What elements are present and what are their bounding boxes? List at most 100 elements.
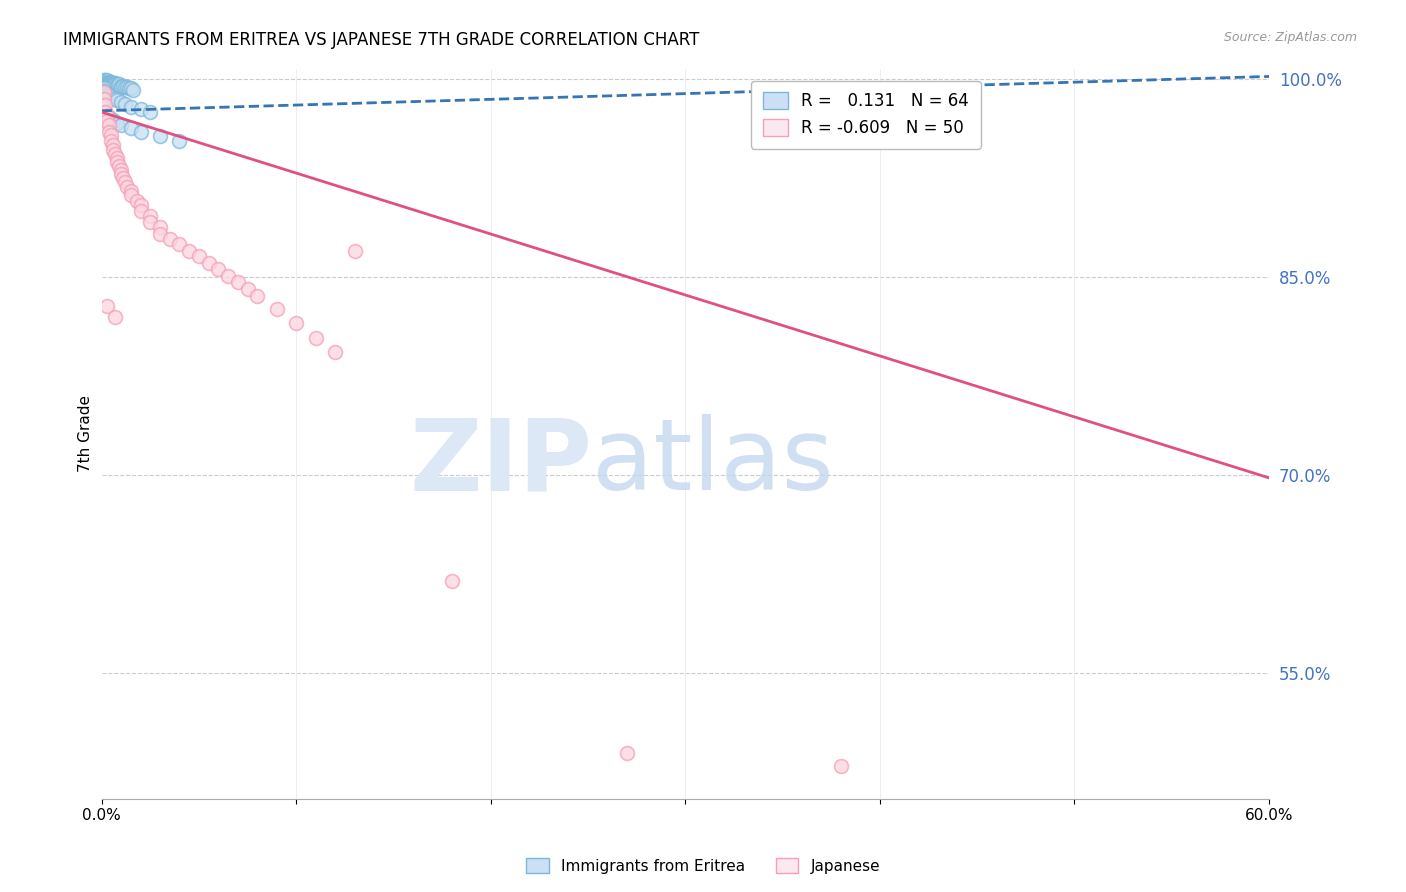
Point: [104, 147, 127, 161]
Point: [100, 78, 122, 92]
Point: [129, 204, 152, 219]
Point: [285, 317, 308, 331]
Point: [125, 194, 148, 208]
Point: [100, 75, 122, 89]
Point: [616, 746, 638, 760]
Point: [149, 128, 172, 143]
Point: [139, 215, 162, 229]
Point: [108, 159, 131, 173]
Point: [94, 85, 117, 99]
Point: [120, 188, 142, 202]
Point: [104, 78, 127, 92]
Point: [207, 262, 229, 277]
Point: [187, 249, 209, 263]
Point: [105, 93, 128, 107]
Point: [103, 90, 125, 104]
Point: [110, 78, 132, 93]
Point: [120, 184, 142, 198]
Text: IMMIGRANTS FROM ERITREA VS JAPANESE 7TH GRADE CORRELATION CHART: IMMIGRANTS FROM ERITREA VS JAPANESE 7TH …: [63, 31, 700, 49]
Point: [104, 92, 127, 106]
Text: Source: ZipAtlas.com: Source: ZipAtlas.com: [1223, 31, 1357, 45]
Point: [94, 78, 117, 93]
Point: [93, 78, 115, 92]
Point: [217, 268, 239, 283]
Point: [105, 155, 128, 169]
Point: [98, 118, 121, 132]
Point: [96, 73, 118, 87]
Point: [94, 105, 117, 120]
Point: [114, 175, 136, 189]
Point: [98, 75, 121, 89]
Point: [96, 114, 118, 128]
Point: [96, 76, 118, 90]
Point: [179, 244, 201, 258]
Point: [105, 151, 128, 165]
Point: [105, 78, 128, 93]
Point: [104, 76, 127, 90]
Point: [149, 227, 172, 241]
Point: [94, 98, 117, 112]
Point: [93, 85, 115, 99]
Point: [90, 75, 112, 89]
Point: [129, 197, 152, 211]
Point: [96, 108, 118, 122]
Point: [129, 103, 152, 117]
Point: [96, 78, 118, 93]
Text: ZIP: ZIP: [409, 415, 592, 511]
Point: [114, 80, 136, 95]
Point: [100, 78, 122, 93]
Point: [100, 76, 122, 90]
Point: [93, 92, 115, 106]
Point: [110, 95, 132, 109]
Point: [111, 78, 134, 93]
Point: [94, 73, 117, 87]
Point: [121, 83, 143, 97]
Point: [246, 288, 269, 302]
Point: [159, 232, 181, 246]
Point: [323, 345, 346, 359]
Text: atlas: atlas: [592, 415, 834, 511]
Point: [93, 76, 115, 90]
Point: [98, 78, 121, 92]
Point: [98, 87, 121, 102]
Point: [103, 78, 125, 93]
Point: [169, 237, 191, 252]
Point: [94, 105, 117, 120]
Point: [114, 97, 136, 112]
Legend: R =   0.131   N = 64, R = -0.609   N = 50: R = 0.131 N = 64, R = -0.609 N = 50: [751, 80, 980, 148]
Y-axis label: 7th Grade: 7th Grade: [79, 395, 93, 472]
Point: [110, 163, 132, 178]
Point: [103, 138, 125, 153]
Point: [197, 255, 219, 269]
Point: [96, 109, 118, 123]
Point: [440, 574, 463, 588]
Point: [100, 89, 122, 103]
Point: [120, 120, 142, 135]
Point: [103, 113, 125, 128]
Point: [236, 282, 259, 296]
Point: [98, 78, 121, 93]
Point: [169, 134, 191, 148]
Point: [120, 81, 142, 95]
Point: [103, 78, 125, 92]
Point: [94, 76, 117, 90]
Point: [115, 180, 138, 194]
Point: [103, 76, 125, 90]
Point: [98, 111, 121, 125]
Point: [96, 87, 118, 101]
Point: [93, 84, 115, 98]
Legend: Immigrants from Eritrea, Japanese: Immigrants from Eritrea, Japanese: [520, 852, 886, 880]
Point: [830, 758, 852, 772]
Point: [110, 118, 132, 132]
Point: [118, 81, 141, 95]
Point: [108, 78, 131, 92]
Point: [96, 75, 118, 89]
Point: [343, 244, 366, 258]
Point: [94, 78, 117, 92]
Point: [96, 78, 118, 92]
Point: [100, 128, 122, 142]
Point: [139, 105, 162, 120]
Point: [110, 80, 132, 95]
Point: [103, 144, 125, 158]
Point: [266, 301, 288, 316]
